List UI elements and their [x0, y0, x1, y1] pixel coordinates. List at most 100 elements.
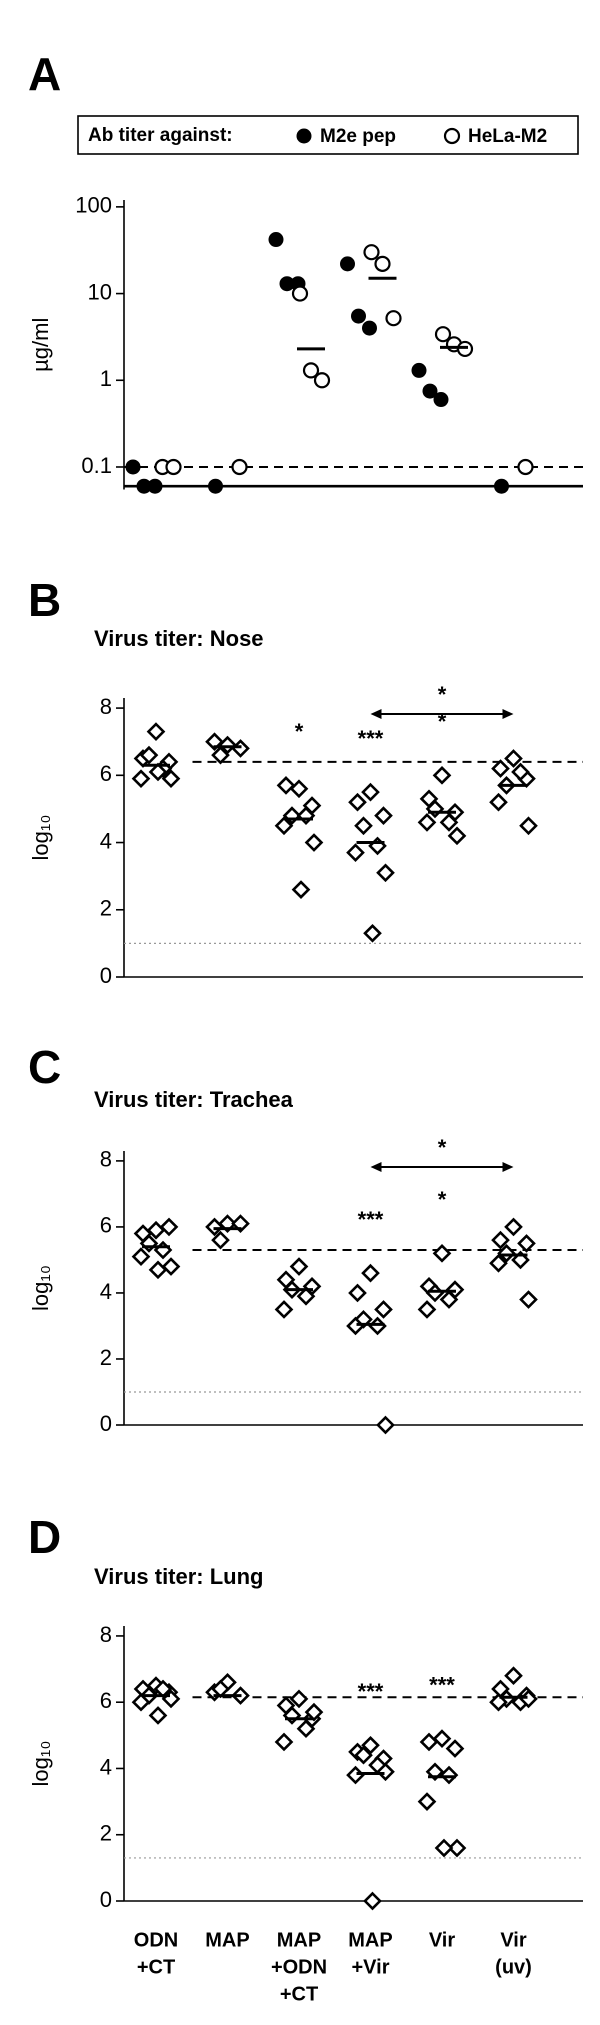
category-label: Vir	[500, 1929, 527, 1951]
data-point	[346, 843, 365, 862]
category-label: MAP	[277, 1929, 321, 1951]
data-point	[519, 816, 538, 836]
data-point	[348, 792, 367, 812]
data-point	[361, 782, 380, 802]
data-point	[354, 1745, 373, 1765]
data-point	[346, 1765, 365, 1785]
data-point	[313, 372, 331, 389]
data-point	[211, 1230, 230, 1250]
data-point	[296, 1719, 316, 1739]
legend-box	[77, 115, 579, 155]
data-point	[417, 813, 437, 832]
data-point	[447, 1838, 467, 1858]
y-tick-label: 8	[100, 1147, 112, 1172]
data-point	[494, 478, 509, 494]
category-label: +Vir	[352, 1956, 390, 1978]
data-point	[146, 1220, 166, 1240]
data-point	[279, 276, 295, 292]
y-tick-label: 2	[100, 1821, 112, 1846]
legend-label: M2e pep	[320, 126, 396, 147]
data-point	[208, 478, 223, 494]
data-point	[504, 749, 523, 768]
data-point	[517, 458, 534, 476]
data-point	[211, 745, 230, 765]
data-point	[205, 1217, 224, 1237]
significance: *	[438, 709, 447, 734]
data-point	[291, 285, 309, 302]
data-point	[363, 923, 382, 943]
data-point	[489, 792, 508, 812]
data-point	[433, 392, 449, 408]
significance: *	[438, 1187, 447, 1212]
data-point	[153, 1240, 173, 1260]
category-label: +ODN	[271, 1956, 327, 1978]
data-point	[351, 308, 366, 324]
data-point	[497, 1243, 516, 1263]
data-point	[491, 759, 510, 778]
data-point	[289, 1257, 309, 1276]
y-tick-label: 6	[100, 761, 112, 786]
data-point	[131, 769, 151, 789]
y-tick-label: 2	[100, 896, 112, 921]
legend-marker	[443, 127, 461, 145]
panel-title: Virus titer: Trachea	[94, 1087, 294, 1112]
y-tick-label: 2	[100, 1345, 112, 1370]
category-label: +CT	[280, 1983, 318, 2005]
significance: ***	[358, 1207, 384, 1232]
data-point	[289, 779, 309, 799]
arrow-head	[370, 1162, 382, 1172]
y-tick-label: 4	[100, 1754, 112, 1779]
y-tick-label: 8	[100, 1622, 112, 1647]
y-tick-label: 6	[100, 1688, 112, 1713]
y-tick-label: 6	[100, 1213, 112, 1238]
data-point	[385, 310, 402, 327]
significance: *	[295, 719, 304, 744]
data-point	[432, 1729, 452, 1748]
data-point	[340, 256, 355, 272]
panel-title: Virus titer: Nose	[94, 626, 264, 651]
data-point	[517, 1234, 536, 1253]
data-point	[131, 1692, 151, 1712]
y-tick-label: 8	[100, 694, 112, 719]
data-point	[363, 244, 380, 261]
data-point	[361, 1263, 380, 1283]
data-point	[231, 458, 248, 476]
data-point	[417, 1792, 437, 1811]
data-point	[362, 320, 377, 336]
data-point	[363, 1891, 382, 1911]
panel-letter: C	[28, 1041, 61, 1093]
data-point	[432, 1243, 452, 1263]
data-point	[291, 880, 311, 899]
y-axis-label: log₁₀	[28, 815, 53, 861]
significance: ***	[358, 1679, 384, 1704]
data-point	[374, 1300, 393, 1319]
data-point	[491, 1230, 510, 1250]
data-point	[274, 816, 294, 836]
data-point	[304, 833, 324, 852]
data-point	[456, 340, 474, 358]
data-point	[376, 1762, 395, 1782]
y-tick-label: 0	[100, 1411, 112, 1436]
data-point	[439, 1290, 459, 1309]
data-point	[374, 255, 391, 272]
data-point	[439, 813, 459, 832]
y-tick-label: 0.1	[81, 453, 112, 478]
data-point	[161, 769, 181, 789]
category-label: (uv)	[495, 1956, 532, 1978]
data-point	[432, 765, 452, 785]
category-label: MAP	[348, 1929, 392, 1951]
data-point	[417, 1300, 437, 1319]
arrow-head	[502, 1162, 514, 1172]
data-point	[148, 762, 168, 782]
data-point	[276, 776, 296, 795]
data-point	[434, 1838, 454, 1858]
data-point	[146, 722, 166, 741]
data-point	[274, 1732, 294, 1752]
data-point	[504, 1666, 523, 1686]
data-point	[159, 1217, 179, 1237]
data-point	[445, 1739, 465, 1758]
y-axis-label: log₁₀	[28, 1741, 53, 1787]
arrow-head	[502, 709, 514, 719]
